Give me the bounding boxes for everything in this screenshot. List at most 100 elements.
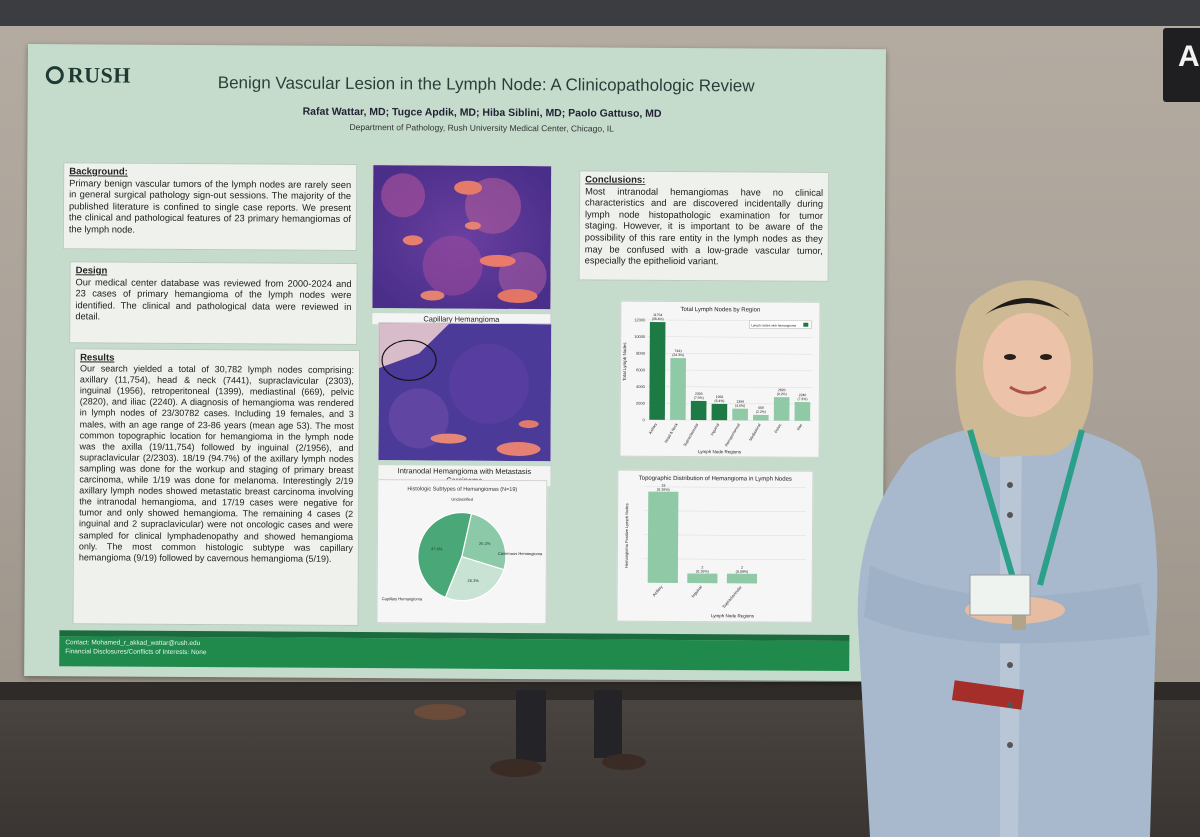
y-tick-label: 2000: [636, 401, 646, 406]
y-tick-label: 4000: [636, 384, 646, 389]
data-label: 11754: [653, 313, 662, 317]
intranodal-hemangioma-micrograph: [378, 323, 552, 462]
data-label: (6.4%): [714, 399, 724, 403]
data-label: 2303: [695, 392, 703, 396]
pie-slices: 47.4% 26.3% 26.3% Capillary Hemangioma Caver…: [382, 497, 543, 602]
poster-footer: Contact: Mohamed_r_akkad_wattar@rush.edu…: [59, 636, 850, 672]
topographic-distribution-chart: Topographic Distribution of Hemangioma i…: [616, 469, 814, 623]
bar-chart-total-lymph-nodes: Total Lymph Nodes by Region Lymph Node R…: [622, 307, 814, 454]
poster-authors: Rafat Wattar, MD; Tugce Apdik, MD; Hiba …: [302, 105, 662, 120]
y-tick-label: 6000: [636, 367, 646, 372]
bar: [687, 573, 718, 584]
gridline: [647, 353, 814, 355]
pie-slice: [461, 513, 507, 571]
bar: [670, 358, 686, 421]
poster-title: Benign Vascular Lesion in the Lymph Node…: [217, 73, 755, 96]
right-eye: [1040, 354, 1052, 360]
gridline: [644, 486, 807, 488]
data-label: 19: [661, 484, 665, 488]
cardigan-button: [1007, 512, 1013, 518]
x-tick-label: Inguinal: [690, 584, 703, 598]
histologic-subtypes-chart: Histologic Subtypes of Hemangiomas (N=19…: [376, 479, 548, 625]
first-timer-ribbon: [951, 680, 1025, 710]
chart-xlabel: Lymph Node Regions: [711, 613, 755, 618]
data-label: (0.09%): [736, 570, 749, 574]
conclusions-text: Most intranodal hemangiomas have no clin…: [584, 185, 824, 267]
x-tick-label: Inguinal: [710, 423, 720, 437]
face: [983, 313, 1071, 417]
x-tick-label: Iliac: [796, 423, 803, 431]
data-label: 1956: [716, 395, 724, 399]
data-label: 7441: [674, 349, 682, 353]
chart-ylabel: Total Lymph Nodes: [622, 342, 627, 381]
name-badge: [969, 574, 1031, 616]
cardigan-button: [1007, 702, 1013, 708]
capillary-hemangioma-micrograph: [372, 165, 552, 310]
pie-category-label: Cavernous Hemangioma: [498, 551, 543, 556]
bar: [726, 573, 758, 584]
smile: [1009, 385, 1047, 395]
pie-chart: Histologic Subtypes of Hemangiomas (N=19…: [382, 486, 543, 602]
data-label: 2240: [799, 393, 807, 397]
x-tick-label: Supraclavicular: [683, 422, 700, 447]
data-label: (2.2%): [756, 410, 766, 414]
chart-xlabel: Lymph Node Regions: [698, 449, 742, 454]
bar: [647, 491, 679, 583]
results-section: Results Our search yielded a total of 30…: [72, 348, 361, 627]
bar: [649, 322, 666, 420]
chart-title: Total Lymph Nodes by Region: [680, 307, 760, 313]
x-tick-label: Retroperitoneal: [724, 423, 741, 448]
y-tick-label: 0: [642, 417, 645, 422]
bar-chart-2-plot: 19(0.16%)Axillary2(0.10%)Inguinal2(0.09%…: [643, 484, 807, 609]
booth-sign-text: A: [1178, 40, 1200, 73]
pie-title: Histologic Subtypes of Hemangiomas (N=19…: [407, 486, 517, 493]
booth-sign: [1163, 28, 1200, 102]
conclusions-section: Conclusions: Most intranodal hemangiomas…: [578, 170, 830, 282]
pie-percent-label: 26.3%: [479, 541, 491, 546]
research-poster: RUSH Benign Vascular Lesion in the Lymph…: [24, 44, 886, 682]
data-label: (0.10%): [696, 569, 709, 573]
data-label: 669: [758, 406, 764, 410]
data-label: 2820: [778, 388, 786, 392]
x-tick-label: Head & Neck: [664, 422, 679, 443]
bar: [690, 400, 707, 421]
data-label: (7.5%): [694, 396, 704, 400]
rush-logo-text: RUSH: [67, 62, 132, 88]
x-tick-label: Axillary: [651, 584, 663, 597]
bar-chart-1-plot: 0 2000 4000 6000 8000 10000 12000 11754(38.4%) A…: [634, 313, 814, 448]
gridline: [647, 319, 814, 322]
data-label: (0.16%): [657, 488, 670, 492]
bar: [711, 403, 728, 421]
pie-percent-label: 26.3%: [468, 578, 480, 583]
presenter-person: [857, 280, 1158, 837]
gridline: [647, 336, 814, 338]
pie-slice: [417, 512, 473, 599]
cardigan-button: [1007, 482, 1013, 488]
pie-percent-label: 47.4%: [431, 546, 443, 551]
x-tick-label: Axillary: [648, 422, 658, 435]
x-tick-label: Supraclavicular: [721, 584, 743, 609]
background-shoe: [414, 704, 466, 720]
design-section: Design Our medical center database was r…: [69, 261, 358, 346]
bar: [732, 408, 748, 421]
intranodal-hemangioma-image: Intranodal Hemangioma with Metastasis Ca…: [377, 322, 553, 487]
bar: [773, 397, 790, 421]
hijab-underscarf: [985, 297, 1070, 317]
background-person-legs: [490, 690, 646, 777]
poster-department: Department of Pathology, Rush University…: [349, 121, 614, 134]
pie-category-label: Unclassified: [451, 497, 473, 502]
x-tick-label: Pelvic: [774, 423, 783, 434]
y-tick-label: 10000: [634, 334, 646, 339]
data-label: (4.6%): [735, 404, 745, 408]
data-label: 2: [741, 566, 743, 570]
x-tick-label: Mediastinal: [749, 423, 762, 442]
bar-chart-topographic-distribution: Topographic Distribution of Hemangioma i…: [624, 476, 807, 618]
data-label: 1399: [736, 400, 744, 404]
left-eye: [1004, 354, 1016, 360]
background-text: Primary benign vascular tumors of the ly…: [68, 177, 352, 235]
pie-category-label: Capillary Hemangioma: [382, 596, 423, 601]
cardigan-button: [1007, 662, 1013, 668]
legend-swatch: [803, 322, 809, 327]
total-lymph-nodes-chart: Total Lymph Nodes by Region Lymph Node R…: [619, 300, 821, 458]
cardigan-button: [1007, 742, 1013, 748]
